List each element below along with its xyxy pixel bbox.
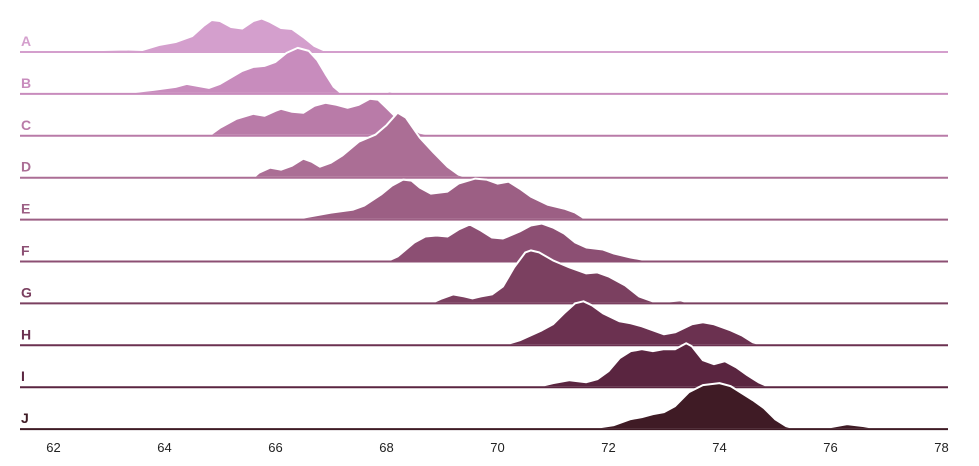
x-tick-label: 62: [46, 440, 60, 455]
ridge-b: B: [20, 46, 948, 95]
row-label-i: I: [21, 368, 25, 384]
ridge-area-f: [385, 222, 665, 263]
row-label-d: D: [21, 159, 31, 175]
row-label-h: H: [21, 326, 31, 342]
row-label-j: J: [21, 410, 29, 426]
ridge-area-g: [429, 249, 693, 305]
ridge-g: G: [20, 249, 948, 305]
x-tick-label: 78: [934, 440, 948, 455]
ridge-h: H: [20, 300, 948, 347]
ridge-area-a: [85, 17, 338, 53]
ridge-area-j: [574, 382, 882, 431]
x-tick-label: 70: [490, 440, 504, 455]
x-axis: 62 64 66 68 70 72 74 76 78: [46, 440, 948, 455]
ridge-d: D: [20, 111, 948, 179]
ridge-e: E: [20, 177, 948, 221]
x-tick-label: 72: [601, 440, 615, 455]
ridge-area-c: [207, 97, 466, 137]
row-label-c: C: [21, 117, 31, 133]
ridge-area-e: [291, 177, 588, 221]
ridges: A B C D E F G H I J: [20, 17, 948, 431]
row-label-b: B: [21, 75, 31, 91]
row-label-g: G: [21, 284, 32, 300]
ridge-c: C: [20, 97, 948, 137]
ridge-area-b: [74, 46, 410, 95]
x-tick-label: 68: [379, 440, 393, 455]
ridge-f: F: [20, 222, 948, 263]
x-tick-label: 64: [157, 440, 171, 455]
x-tick-label: 76: [823, 440, 837, 455]
ridge-j: J: [20, 382, 948, 431]
ridge-area-h: [502, 300, 765, 347]
row-label-e: E: [21, 201, 30, 217]
row-label-a: A: [21, 33, 31, 49]
row-label-f: F: [21, 243, 30, 259]
x-tick-label: 74: [712, 440, 726, 455]
ridge-a: A: [20, 17, 948, 53]
x-tick-label: 66: [268, 440, 282, 455]
ridge-i: I: [20, 342, 948, 389]
ridge-area-i: [535, 342, 771, 389]
